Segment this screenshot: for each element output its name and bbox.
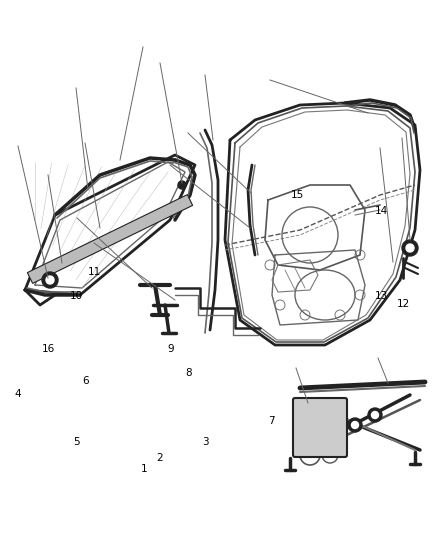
Circle shape xyxy=(368,408,382,422)
Text: 13: 13 xyxy=(374,291,388,301)
Circle shape xyxy=(178,181,186,189)
Text: 4: 4 xyxy=(14,390,21,399)
Circle shape xyxy=(402,240,418,256)
Text: 3: 3 xyxy=(201,438,208,447)
Text: 8: 8 xyxy=(185,368,192,378)
Text: 6: 6 xyxy=(82,376,89,386)
Polygon shape xyxy=(27,195,193,284)
Text: 15: 15 xyxy=(291,190,304,199)
Text: 7: 7 xyxy=(268,416,275,426)
Text: 12: 12 xyxy=(396,299,410,309)
FancyBboxPatch shape xyxy=(293,398,347,457)
Circle shape xyxy=(406,244,414,252)
Circle shape xyxy=(348,418,362,432)
Text: 1: 1 xyxy=(141,464,148,474)
Circle shape xyxy=(42,272,58,288)
Text: 2: 2 xyxy=(156,454,163,463)
Text: 5: 5 xyxy=(73,438,80,447)
Text: 10: 10 xyxy=(70,291,83,301)
Circle shape xyxy=(352,422,358,429)
Circle shape xyxy=(371,411,378,418)
Text: 11: 11 xyxy=(88,267,101,277)
Text: 16: 16 xyxy=(42,344,55,354)
Circle shape xyxy=(46,276,54,284)
Text: 9: 9 xyxy=(167,344,174,354)
Text: 14: 14 xyxy=(374,206,388,215)
